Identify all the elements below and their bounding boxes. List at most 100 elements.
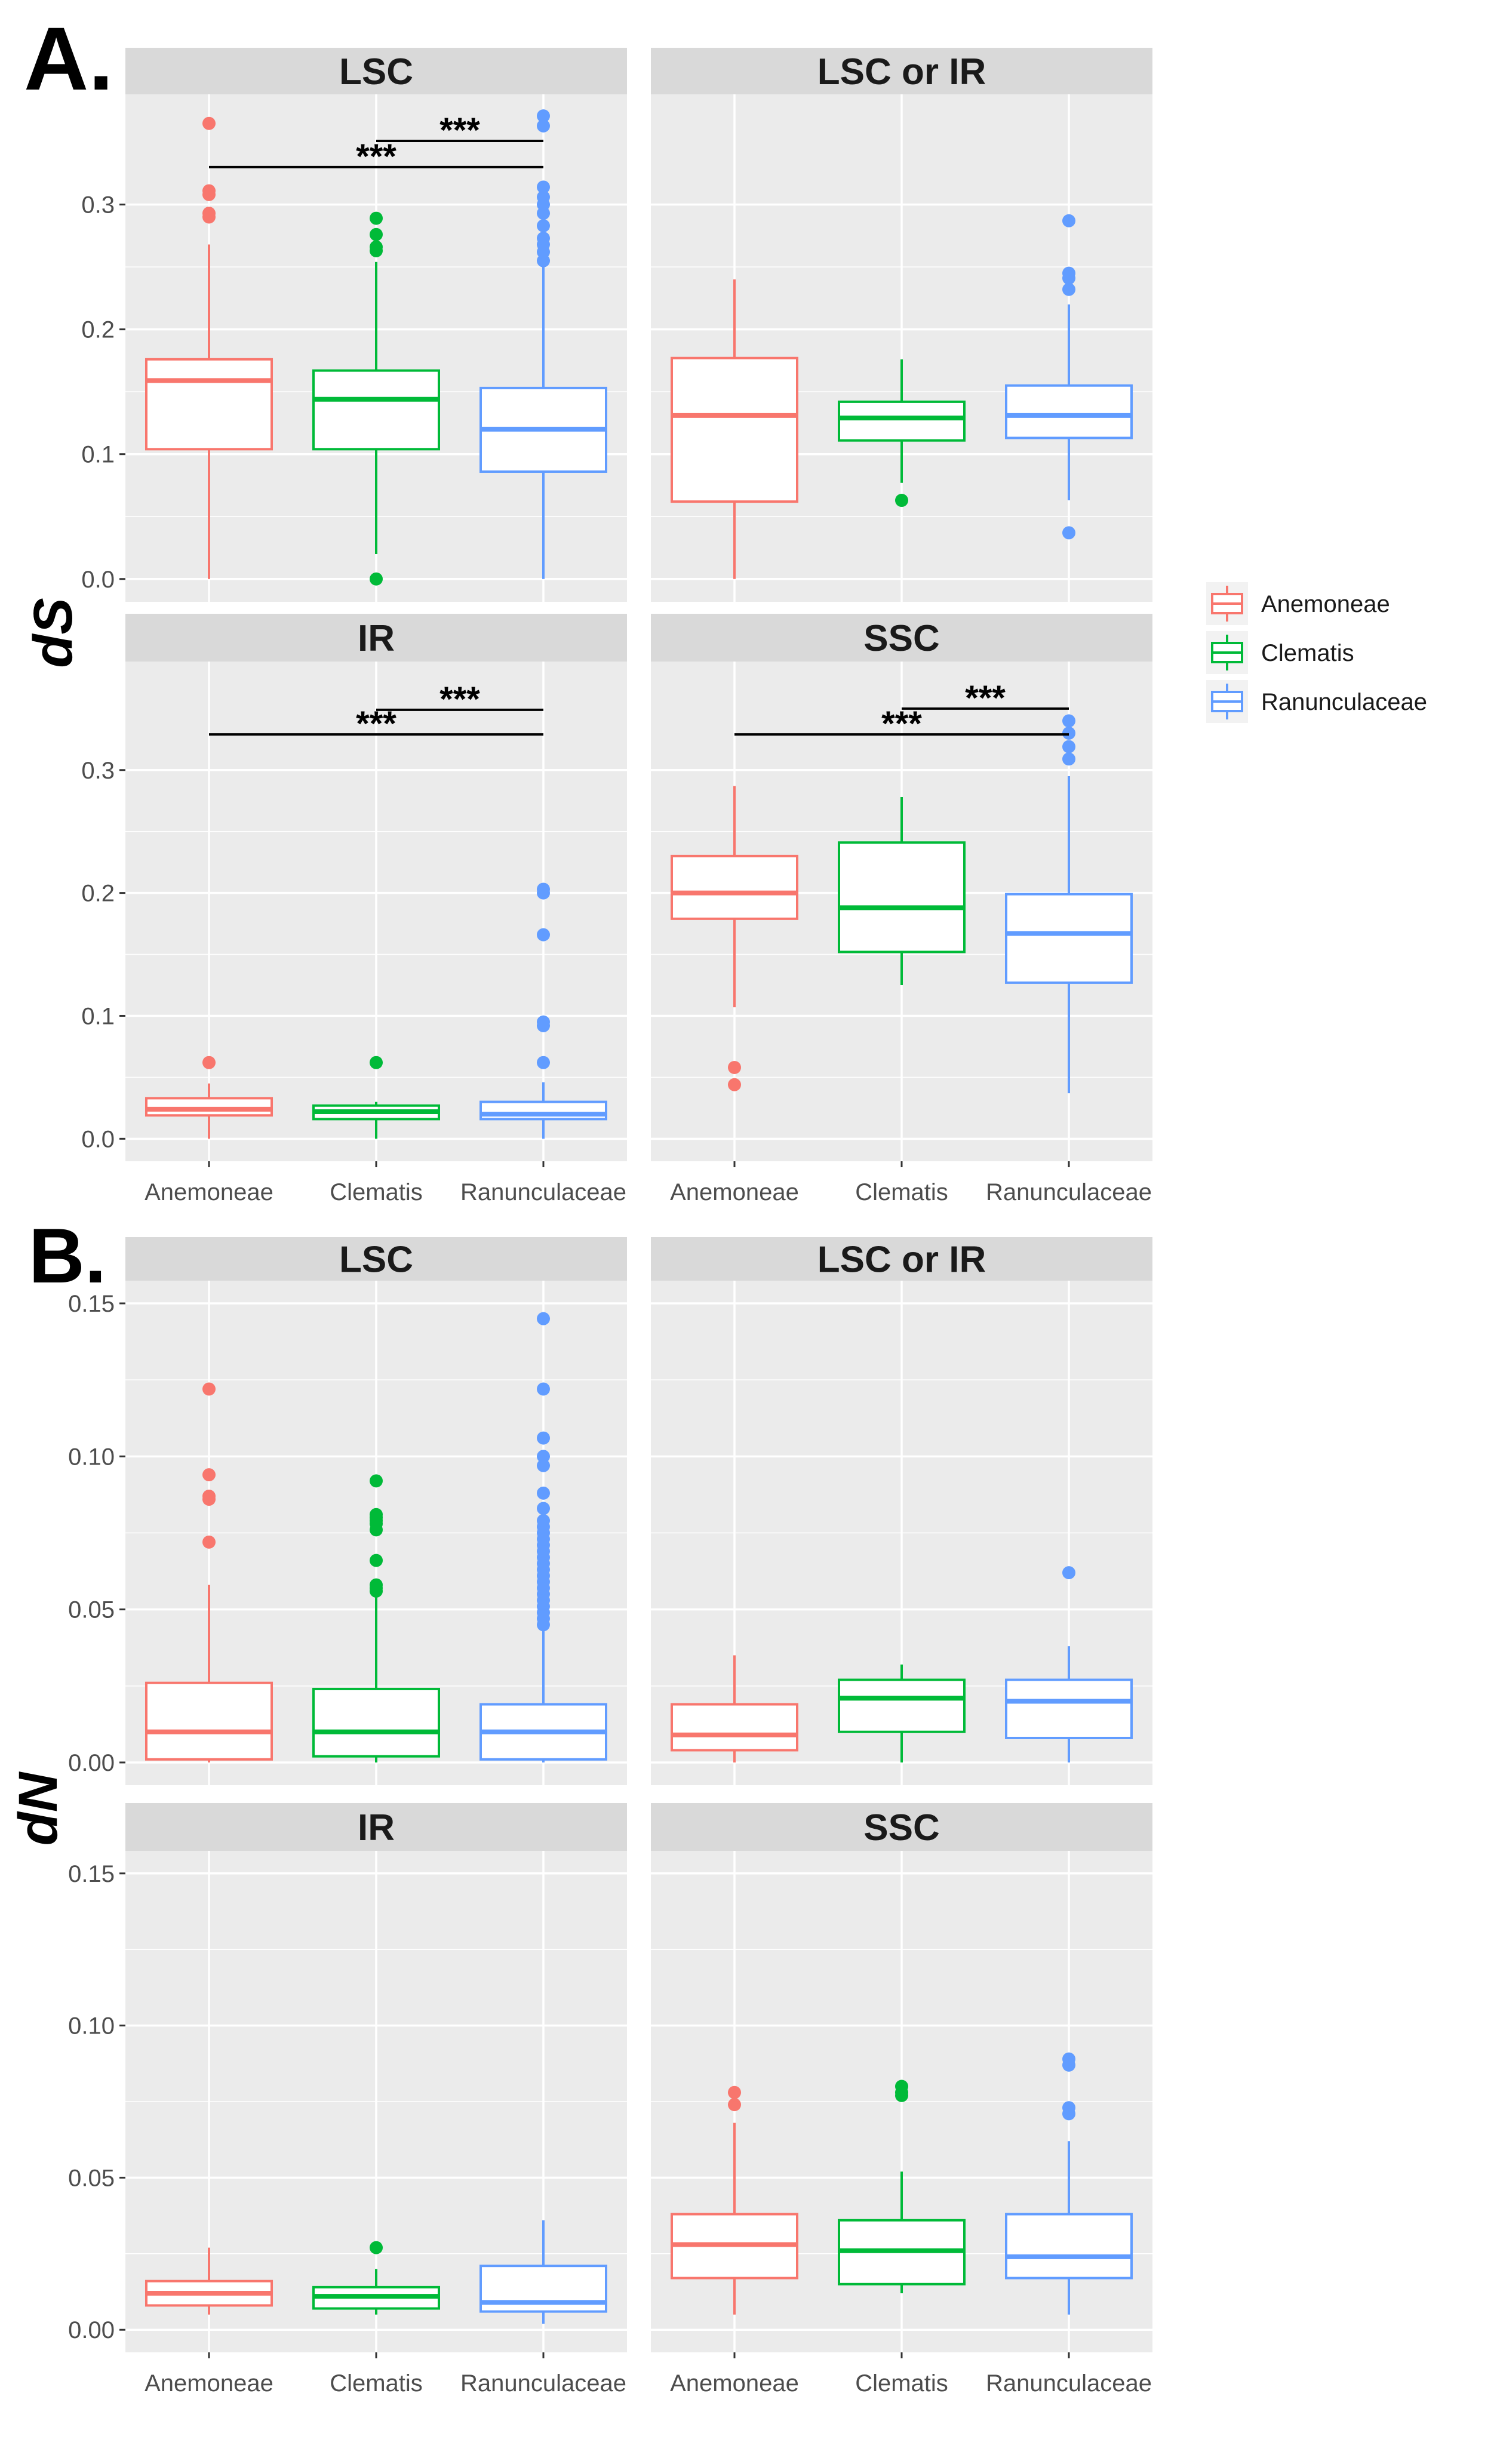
significance-label: *** bbox=[356, 137, 396, 176]
outlier-point bbox=[370, 572, 383, 586]
outlier-point bbox=[728, 2085, 741, 2099]
facet-strip bbox=[651, 1237, 1152, 1281]
facet-ir: IR 0.00 0.05 0.10 0.15 Anemoneae Clematis Ranun… bbox=[68, 1803, 627, 2397]
outlier-point bbox=[370, 1554, 383, 1567]
y-tick-label: 0.00 bbox=[68, 1750, 115, 1776]
facet-title: LSC or IR bbox=[817, 1239, 986, 1281]
panels: LSC 0.0 0.1 0.2 0.3 *** *** LSC or IR IR 0.0 0.1 0.… bbox=[68, 48, 1152, 2397]
outlier-point bbox=[537, 232, 550, 245]
facet-strip bbox=[651, 614, 1152, 662]
facet-strip bbox=[125, 1237, 627, 1281]
outlier-point bbox=[1062, 214, 1075, 227]
y-tick-label: 0.1 bbox=[81, 442, 115, 468]
box-ranunculaceae bbox=[479, 2220, 607, 2324]
outlier-point bbox=[370, 1578, 383, 1592]
outlier-point bbox=[370, 240, 383, 254]
x-tick-label: Clematis bbox=[855, 2370, 948, 2397]
outlier-point bbox=[1062, 266, 1075, 280]
box-anemoneae bbox=[145, 1056, 273, 1139]
outlier-point bbox=[1062, 526, 1075, 540]
outlier-point bbox=[202, 1056, 216, 1069]
box-iqr bbox=[145, 358, 273, 451]
facet-title: SSC bbox=[863, 1807, 939, 1848]
outlier-point bbox=[537, 1056, 550, 1069]
y-tick-label: 0.2 bbox=[81, 881, 115, 907]
box-ranunculaceae bbox=[479, 882, 607, 1139]
significance-label: *** bbox=[881, 705, 922, 743]
box-ranunculaceae bbox=[479, 109, 607, 579]
facet-lsc: LSC 0.00 0.05 0.10 0.15 bbox=[68, 1237, 627, 1785]
y-tick-label: 0.10 bbox=[68, 2013, 115, 2040]
facet-lsc-or-ir: LSC or IR bbox=[651, 48, 1152, 602]
facet-strip bbox=[651, 1803, 1152, 1851]
outlier-point bbox=[537, 1382, 550, 1396]
y-tick-label: 0.05 bbox=[68, 2165, 115, 2191]
outlier-point bbox=[202, 1489, 216, 1503]
box-clematis bbox=[838, 2080, 966, 2294]
outlier-point bbox=[537, 1486, 550, 1500]
significance-label: *** bbox=[356, 705, 396, 743]
legend-item-anemoneae: Anemoneae bbox=[1206, 582, 1390, 625]
facet-title: IR bbox=[358, 618, 395, 659]
x-tick-label: Ranunculaceae bbox=[986, 2370, 1152, 2397]
outlier-point bbox=[537, 1015, 550, 1029]
box-iqr bbox=[312, 369, 440, 451]
outlier-point bbox=[370, 1474, 383, 1488]
panel-label-b: B. bbox=[29, 1212, 106, 1299]
y-tick-label: 0.05 bbox=[68, 1597, 115, 1623]
box-clematis bbox=[838, 359, 966, 507]
facet-ssc: SSC Anemoneae Clematis Ranunculaceae bbox=[651, 1803, 1152, 2397]
outlier-point bbox=[370, 2241, 383, 2254]
box-anemoneae bbox=[145, 2247, 273, 2315]
outlier-point bbox=[370, 211, 383, 225]
x-tick-label: Ranunculaceae bbox=[460, 2370, 626, 2397]
box-ranunculaceae bbox=[1005, 2052, 1133, 2315]
box-iqr bbox=[312, 1687, 440, 1758]
legend-item-ranunculaceae: Ranunculaceae bbox=[1206, 680, 1427, 723]
facet-strip bbox=[651, 48, 1152, 94]
significance-label: *** bbox=[439, 111, 480, 150]
outlier-point bbox=[1062, 752, 1075, 766]
box-iqr bbox=[1005, 1678, 1133, 1739]
y-axis-title-dn: dN bbox=[8, 1771, 69, 1845]
legend-label: Anemoneae bbox=[1261, 591, 1390, 617]
box-iqr bbox=[838, 1678, 966, 1733]
facet-title: SSC bbox=[863, 618, 939, 659]
facet-ssc: SSC Anemoneae Clematis Ranunculaceae *** *** bbox=[651, 614, 1152, 1205]
outlier-point bbox=[537, 1450, 550, 1463]
facet-strip bbox=[125, 1803, 627, 1851]
outlier-point bbox=[202, 207, 216, 220]
x-tick-label: Clematis bbox=[330, 2370, 423, 2397]
legend-item-clematis: Clematis bbox=[1206, 631, 1354, 674]
panel-label-a: A. bbox=[24, 8, 113, 109]
outlier-point bbox=[1062, 2101, 1075, 2115]
box-iqr bbox=[671, 356, 798, 503]
facet-lsc: LSC 0.0 0.1 0.2 0.3 *** *** bbox=[81, 48, 627, 602]
x-tick-label: Anemoneae bbox=[145, 2370, 273, 2397]
box-anemoneae bbox=[671, 2085, 798, 2315]
box-iqr bbox=[838, 400, 966, 442]
outlier-point bbox=[728, 1060, 741, 1074]
outlier-point bbox=[1062, 714, 1075, 728]
outlier-point bbox=[895, 2080, 908, 2093]
x-tick-label: Ranunculaceae bbox=[986, 1179, 1152, 1205]
outlier-point bbox=[537, 928, 550, 942]
box-iqr bbox=[671, 1703, 798, 1752]
x-tick-label: Anemoneae bbox=[145, 1179, 273, 1205]
box-iqr bbox=[1005, 2213, 1133, 2280]
outlier-point bbox=[1062, 1566, 1075, 1580]
y-tick-label: 0.0 bbox=[81, 1126, 115, 1152]
box-clematis bbox=[838, 1664, 966, 1762]
outlier-point bbox=[202, 1535, 216, 1549]
outlier-point bbox=[202, 184, 216, 198]
outlier-point bbox=[202, 1468, 216, 1482]
y-tick-label: 0.10 bbox=[68, 1444, 115, 1470]
outlier-point bbox=[537, 219, 550, 233]
significance-label: *** bbox=[965, 679, 1006, 718]
y-tick-label: 0.0 bbox=[81, 567, 115, 593]
box-anemoneae bbox=[145, 1382, 273, 1762]
outlier-point bbox=[370, 1056, 383, 1069]
legend-label: Ranunculaceae bbox=[1261, 689, 1427, 715]
y-axis-title-ds: dS bbox=[23, 598, 84, 668]
